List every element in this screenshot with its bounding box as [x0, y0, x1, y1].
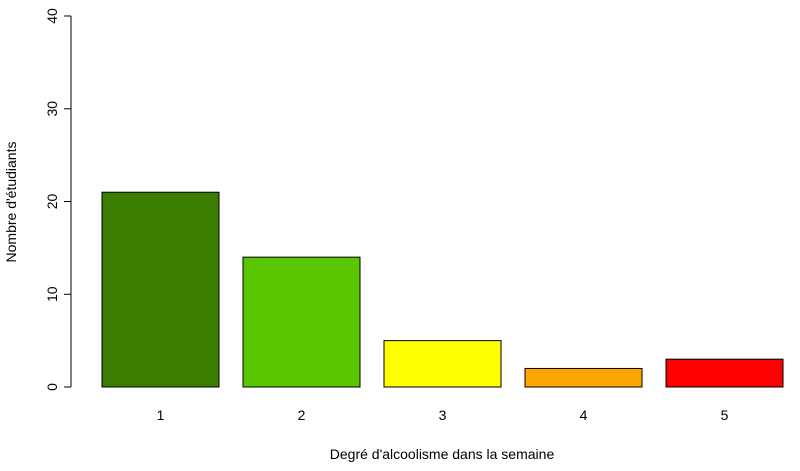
- y-tick-label-0: 0: [44, 383, 60, 391]
- x-tick-label-2: 2: [298, 407, 306, 423]
- bar-2: [242, 256, 361, 388]
- x-tick-label-1: 1: [157, 407, 165, 423]
- bars-group: [101, 191, 784, 388]
- bar-5: [665, 358, 784, 388]
- x-tick-label-5: 5: [721, 407, 729, 423]
- x-tick-label-4: 4: [580, 407, 588, 423]
- x-axis-ticks: 1 2 3 4 5: [157, 407, 729, 423]
- bar-1: [101, 191, 220, 388]
- y-tick-label-10: 10: [44, 286, 60, 302]
- bar-4: [524, 367, 643, 388]
- y-tick-label-20: 20: [44, 194, 60, 210]
- y-tick-label-30: 30: [44, 101, 60, 117]
- y-axis: 0 10 20 30 40: [44, 8, 72, 391]
- y-axis-label: Nombre d'étudiants: [3, 142, 19, 263]
- y-tick-label-40: 40: [44, 8, 60, 24]
- bar-3: [383, 340, 502, 388]
- x-tick-label-3: 3: [439, 407, 447, 423]
- x-axis-label: Degré d'alcoolisme dans la semaine: [330, 446, 555, 462]
